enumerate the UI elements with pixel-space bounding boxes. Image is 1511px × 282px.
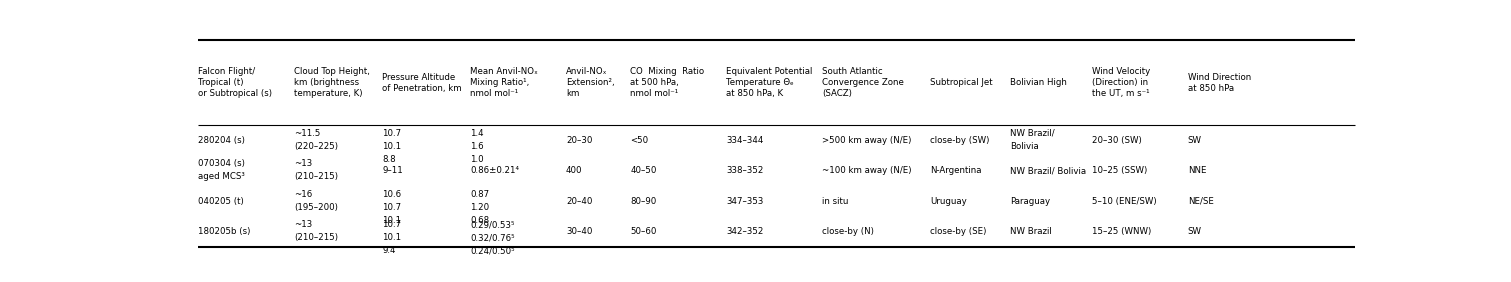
Text: ~100 km away (N/E): ~100 km away (N/E) bbox=[822, 166, 913, 175]
Text: 30–40: 30–40 bbox=[567, 227, 592, 236]
Text: 5–10 (ENE/SW): 5–10 (ENE/SW) bbox=[1092, 197, 1156, 206]
Text: in situ: in situ bbox=[822, 197, 849, 206]
Text: close-by (N): close-by (N) bbox=[822, 227, 875, 236]
Text: 334–344: 334–344 bbox=[727, 136, 763, 145]
Text: 10.7: 10.7 bbox=[382, 203, 402, 212]
Text: >500 km away (N/E): >500 km away (N/E) bbox=[822, 136, 911, 145]
Text: (210–215): (210–215) bbox=[295, 172, 338, 181]
Text: 1.20: 1.20 bbox=[470, 203, 490, 212]
Text: 20–30: 20–30 bbox=[567, 136, 592, 145]
Text: Uruguay: Uruguay bbox=[931, 197, 967, 206]
Text: 347–353: 347–353 bbox=[727, 197, 763, 206]
Text: 0.87: 0.87 bbox=[470, 190, 490, 199]
Text: 338–352: 338–352 bbox=[727, 166, 763, 175]
Text: 20–40: 20–40 bbox=[567, 197, 592, 206]
Text: 342–352: 342–352 bbox=[727, 227, 763, 236]
Text: 0.68: 0.68 bbox=[470, 216, 490, 225]
Text: (195–200): (195–200) bbox=[295, 203, 338, 212]
Text: Falcon Flight/
Tropical (t)
or Subtropical (s): Falcon Flight/ Tropical (t) or Subtropic… bbox=[198, 67, 272, 98]
Text: 15–25 (WNW): 15–25 (WNW) bbox=[1092, 227, 1151, 236]
Text: ~13: ~13 bbox=[295, 159, 313, 168]
Text: 9.4: 9.4 bbox=[382, 246, 396, 255]
Text: close-by (SW): close-by (SW) bbox=[931, 136, 990, 145]
Text: Bolivia: Bolivia bbox=[1009, 142, 1038, 151]
Text: 10.1: 10.1 bbox=[382, 142, 402, 151]
Text: 50–60: 50–60 bbox=[630, 227, 657, 236]
Text: Mean Anvil-NOₓ
Mixing Ratio¹,
nmol mol⁻¹: Mean Anvil-NOₓ Mixing Ratio¹, nmol mol⁻¹ bbox=[470, 67, 538, 98]
Text: Cloud Top Height,
km (brightness
temperature, K): Cloud Top Height, km (brightness tempera… bbox=[295, 67, 370, 98]
Text: NW Brazil: NW Brazil bbox=[1009, 227, 1052, 236]
Text: 20–30 (SW): 20–30 (SW) bbox=[1092, 136, 1141, 145]
Text: 0.32/0.76⁵: 0.32/0.76⁵ bbox=[470, 233, 514, 242]
Text: NE/SE: NE/SE bbox=[1188, 197, 1213, 206]
Text: Pressure Altitude
of Penetration, km: Pressure Altitude of Penetration, km bbox=[382, 73, 462, 93]
Text: South Atlantic
Convergence Zone
(SACZ): South Atlantic Convergence Zone (SACZ) bbox=[822, 67, 904, 98]
Text: (220–225): (220–225) bbox=[295, 142, 338, 151]
Text: close-by (SE): close-by (SE) bbox=[931, 227, 987, 236]
Text: N-Argentina: N-Argentina bbox=[931, 166, 982, 175]
Text: 10–25 (SSW): 10–25 (SSW) bbox=[1092, 166, 1147, 175]
Text: 10.1: 10.1 bbox=[382, 233, 402, 242]
Text: SW: SW bbox=[1188, 136, 1201, 145]
Text: <50: <50 bbox=[630, 136, 648, 145]
Text: 40–50: 40–50 bbox=[630, 166, 657, 175]
Text: 040205 (t): 040205 (t) bbox=[198, 197, 243, 206]
Text: NNE: NNE bbox=[1188, 166, 1206, 175]
Text: 10.7: 10.7 bbox=[382, 220, 402, 229]
Text: 1.0: 1.0 bbox=[470, 155, 484, 164]
Text: ~13: ~13 bbox=[295, 220, 313, 229]
Text: 80–90: 80–90 bbox=[630, 197, 657, 206]
Text: 0.86±0.21⁴: 0.86±0.21⁴ bbox=[470, 166, 518, 175]
Text: ~11.5: ~11.5 bbox=[295, 129, 320, 138]
Text: CO  Mixing  Ratio
at 500 hPa,
nmol mol⁻¹: CO Mixing Ratio at 500 hPa, nmol mol⁻¹ bbox=[630, 67, 704, 98]
Text: NW Brazil/: NW Brazil/ bbox=[1009, 129, 1055, 138]
Text: Equivalent Potential
Temperature Θₑ
at 850 hPa, K: Equivalent Potential Temperature Θₑ at 8… bbox=[727, 67, 813, 98]
Text: 400: 400 bbox=[567, 166, 582, 175]
Text: SW: SW bbox=[1188, 227, 1201, 236]
Text: 10.7: 10.7 bbox=[382, 129, 402, 138]
Text: 10.6: 10.6 bbox=[382, 190, 402, 199]
Text: Subtropical Jet: Subtropical Jet bbox=[931, 78, 993, 87]
Text: 070304 (s): 070304 (s) bbox=[198, 159, 245, 168]
Text: 0.24/0.50⁵: 0.24/0.50⁵ bbox=[470, 246, 514, 255]
Text: Wind Direction
at 850 hPa: Wind Direction at 850 hPa bbox=[1188, 73, 1251, 93]
Text: ~16: ~16 bbox=[295, 190, 313, 199]
Text: 8.8: 8.8 bbox=[382, 155, 396, 164]
Text: 10.1: 10.1 bbox=[382, 216, 402, 225]
Text: (210–215): (210–215) bbox=[295, 233, 338, 242]
Text: 9–11: 9–11 bbox=[382, 166, 403, 175]
Text: aged MCS³: aged MCS³ bbox=[198, 172, 245, 181]
Text: 280204 (s): 280204 (s) bbox=[198, 136, 245, 145]
Text: Anvil-NOₓ
Extension²,
km: Anvil-NOₓ Extension², km bbox=[567, 67, 615, 98]
Text: 180205b (s): 180205b (s) bbox=[198, 227, 251, 236]
Text: Bolivian High: Bolivian High bbox=[1009, 78, 1067, 87]
Text: NW Brazil/ Bolivia: NW Brazil/ Bolivia bbox=[1009, 166, 1086, 175]
Text: 1.4: 1.4 bbox=[470, 129, 484, 138]
Text: Paraguay: Paraguay bbox=[1009, 197, 1050, 206]
Text: Wind Velocity
(Direction) in
the UT, m s⁻¹: Wind Velocity (Direction) in the UT, m s… bbox=[1092, 67, 1150, 98]
Text: 1.6: 1.6 bbox=[470, 142, 484, 151]
Text: 0.29/0.53⁵: 0.29/0.53⁵ bbox=[470, 220, 514, 229]
